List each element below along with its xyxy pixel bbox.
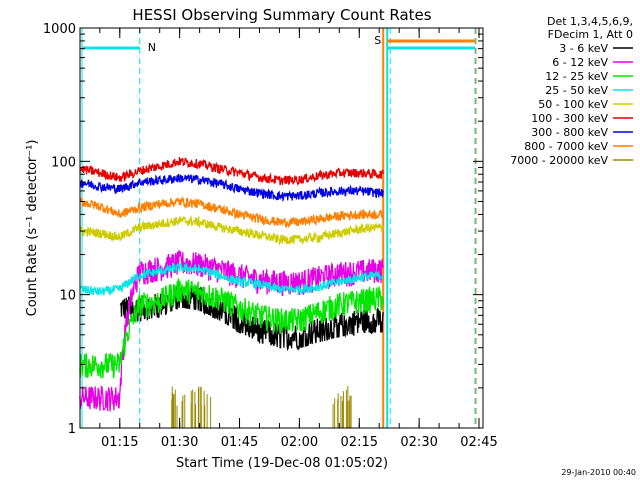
series-25-to-50keV: [79, 262, 384, 297]
series-line: [119, 285, 384, 352]
series-3-to-6keV: [119, 285, 384, 352]
series-line: [79, 195, 384, 229]
y-tick-label: 1: [68, 422, 76, 437]
series-line: [79, 157, 384, 187]
timestamp: 29-Jan-2010 00:40: [561, 468, 636, 477]
legend: Det 1,3,4,5,6,9, FDecim 1, Att 0 3 - 6 k…: [510, 15, 633, 167]
tick-layer: 1 10 100 1000 01:15 01:30 01:45 02:00 02:15 02:30…: [43, 22, 498, 450]
saa-flag-label: S: [374, 34, 381, 47]
legend-label: 6 - 12 keV: [552, 56, 608, 69]
legend-label: 25 - 50 keV: [545, 84, 608, 97]
series-line: [79, 249, 384, 412]
legend-header-line-1: Det 1,3,4,5,6,9,: [547, 15, 633, 28]
series-800-to-7000keV: [79, 195, 384, 229]
legend-label: 3 - 6 keV: [559, 42, 608, 55]
x-tick-label: 01:30: [161, 435, 198, 450]
x-tick-label: 02:30: [400, 435, 437, 450]
legend-label: 50 - 100 keV: [538, 98, 608, 111]
x-tick-label: 01:45: [221, 435, 258, 450]
chart-title: HESSI Observing Summary Count Rates: [132, 6, 431, 24]
legend-label: 7000 - 20000 keV: [510, 154, 608, 167]
series-line: [79, 278, 384, 379]
x-tick-label: 02:15: [341, 435, 378, 450]
night-flag-label: N: [148, 41, 156, 54]
series-100-to-300keV: [79, 157, 384, 187]
plot-frame: [79, 27, 484, 429]
y-tick-label: 100: [51, 155, 76, 170]
legend-label: 800 - 7000 keV: [524, 140, 608, 153]
x-tick-label: 01:15: [101, 435, 138, 450]
series-12-to-25keV: [79, 278, 384, 379]
y-axis-label: Count Rate (s⁻¹ detector⁻¹): [25, 140, 40, 317]
x-tick-label: 02:00: [281, 435, 318, 450]
x-tick-label: 02:45: [460, 435, 497, 450]
legend-label: 300 - 800 keV: [531, 126, 608, 139]
series-line: [79, 173, 384, 203]
series-line: [79, 262, 384, 297]
x-axis-label: Start Time (19-Dec-08 01:05:02): [176, 456, 388, 471]
series-50-to-100keV: [79, 215, 384, 246]
y-tick-label: 1000: [43, 22, 76, 37]
series-line: [79, 215, 384, 246]
legend-label: 100 - 300 keV: [531, 112, 608, 125]
series-300-to-800keV: [79, 173, 384, 203]
y-tick-label: 10: [59, 289, 76, 304]
series-6-to-12keV: [79, 249, 384, 412]
legend-label: 12 - 25 keV: [545, 70, 608, 83]
series-7000-to-20000keV: [171, 385, 352, 428]
series-layer: [79, 157, 384, 428]
legend-header-line-2: FDecim 1, Att 0: [548, 28, 633, 41]
